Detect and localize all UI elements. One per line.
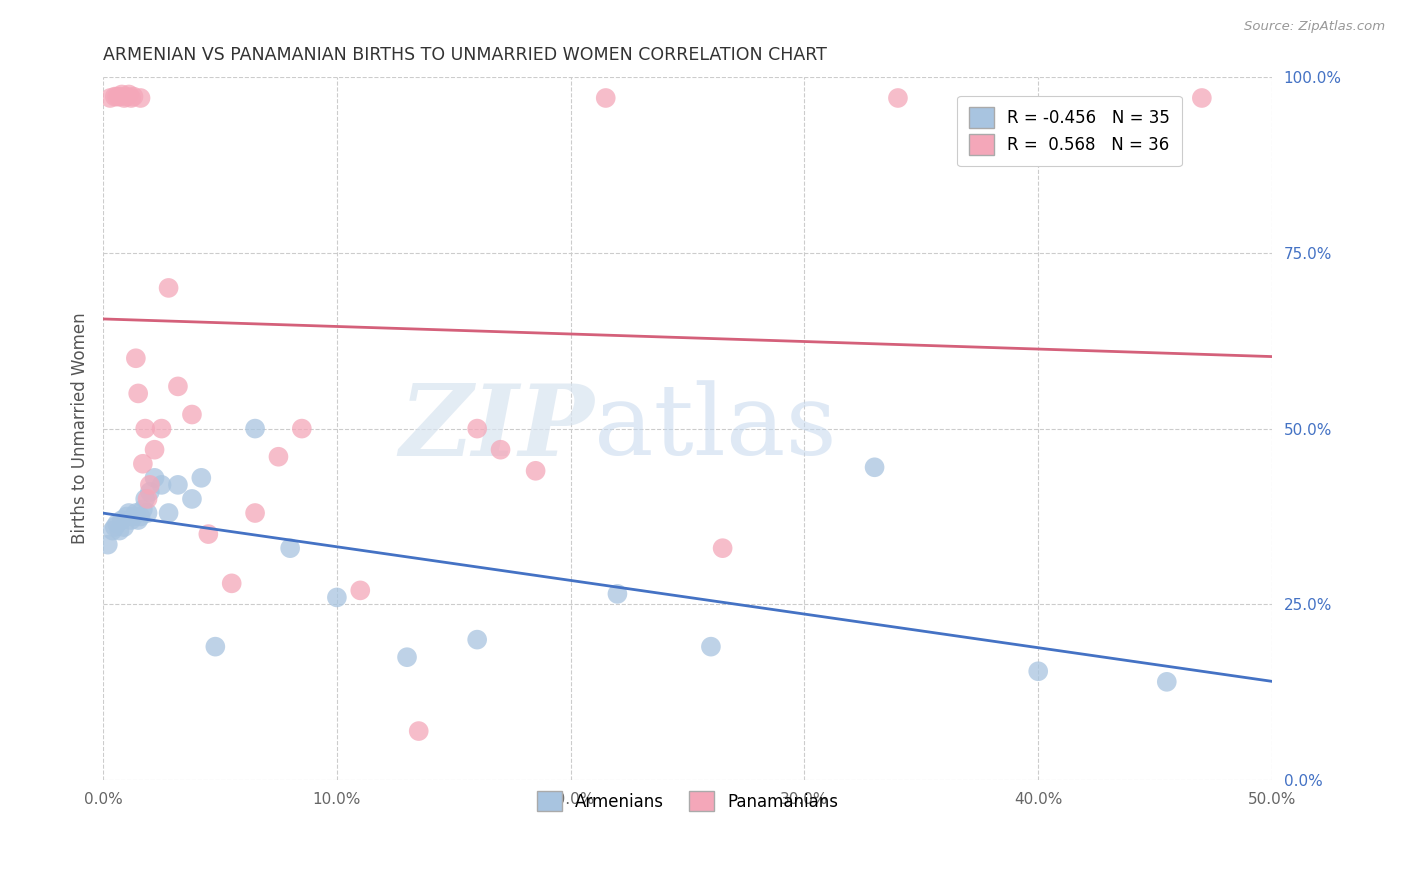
Point	[221, 576, 243, 591]
Point	[108, 524, 131, 538]
Point	[278, 541, 301, 556]
Point	[136, 491, 159, 506]
Text: atlas: atlas	[595, 381, 837, 476]
Point	[524, 464, 547, 478]
Point	[136, 506, 159, 520]
Point	[395, 650, 418, 665]
Point	[122, 89, 145, 103]
Point	[190, 471, 212, 485]
Point	[267, 450, 290, 464]
Point	[1026, 665, 1049, 679]
Point	[111, 87, 134, 102]
Point	[465, 421, 488, 435]
Text: ZIP: ZIP	[399, 380, 595, 477]
Point	[197, 527, 219, 541]
Text: ARMENIAN VS PANAMANIAN BIRTHS TO UNMARRIED WOMEN CORRELATION CHART: ARMENIAN VS PANAMANIAN BIRTHS TO UNMARRI…	[103, 46, 827, 64]
Point	[115, 509, 138, 524]
Point	[105, 516, 128, 531]
Point	[101, 524, 124, 538]
Point	[105, 89, 128, 103]
Point	[129, 509, 152, 524]
Point	[291, 421, 314, 435]
Point	[111, 513, 134, 527]
Point	[104, 89, 127, 103]
Point	[1156, 674, 1178, 689]
Point	[104, 520, 127, 534]
Point	[139, 478, 162, 492]
Point	[150, 421, 173, 435]
Point	[134, 491, 156, 506]
Point	[112, 91, 135, 105]
Point	[1191, 91, 1213, 105]
Point	[132, 502, 155, 516]
Point	[181, 491, 204, 506]
Point	[112, 520, 135, 534]
Point	[122, 509, 145, 524]
Point	[118, 87, 141, 102]
Point	[139, 484, 162, 499]
Point	[143, 442, 166, 457]
Point	[711, 541, 734, 556]
Point	[132, 457, 155, 471]
Point	[326, 591, 349, 605]
Point	[700, 640, 723, 654]
Point	[129, 91, 152, 105]
Point	[489, 442, 512, 457]
Point	[157, 506, 180, 520]
Point	[125, 351, 148, 366]
Point	[349, 583, 371, 598]
Point	[118, 506, 141, 520]
Point	[243, 421, 266, 435]
Point	[243, 506, 266, 520]
Point	[97, 538, 120, 552]
Point	[98, 91, 121, 105]
Point	[408, 724, 430, 739]
Point	[181, 408, 204, 422]
Point	[120, 513, 142, 527]
Y-axis label: Births to Unmarried Women: Births to Unmarried Women	[72, 313, 89, 544]
Point	[143, 471, 166, 485]
Point	[115, 89, 138, 103]
Point	[887, 91, 910, 105]
Point	[167, 379, 190, 393]
Point	[125, 506, 148, 520]
Point	[108, 89, 131, 103]
Point	[595, 91, 617, 105]
Point	[127, 513, 149, 527]
Point	[134, 421, 156, 435]
Point	[167, 478, 190, 492]
Point	[120, 91, 142, 105]
Legend: Armenians, Panamanians: Armenians, Panamanians	[523, 778, 852, 825]
Point	[204, 640, 226, 654]
Point	[606, 587, 628, 601]
Text: Source: ZipAtlas.com: Source: ZipAtlas.com	[1244, 20, 1385, 33]
Point	[465, 632, 488, 647]
Point	[127, 386, 149, 401]
Point	[157, 281, 180, 295]
Point	[150, 478, 173, 492]
Point	[863, 460, 886, 475]
